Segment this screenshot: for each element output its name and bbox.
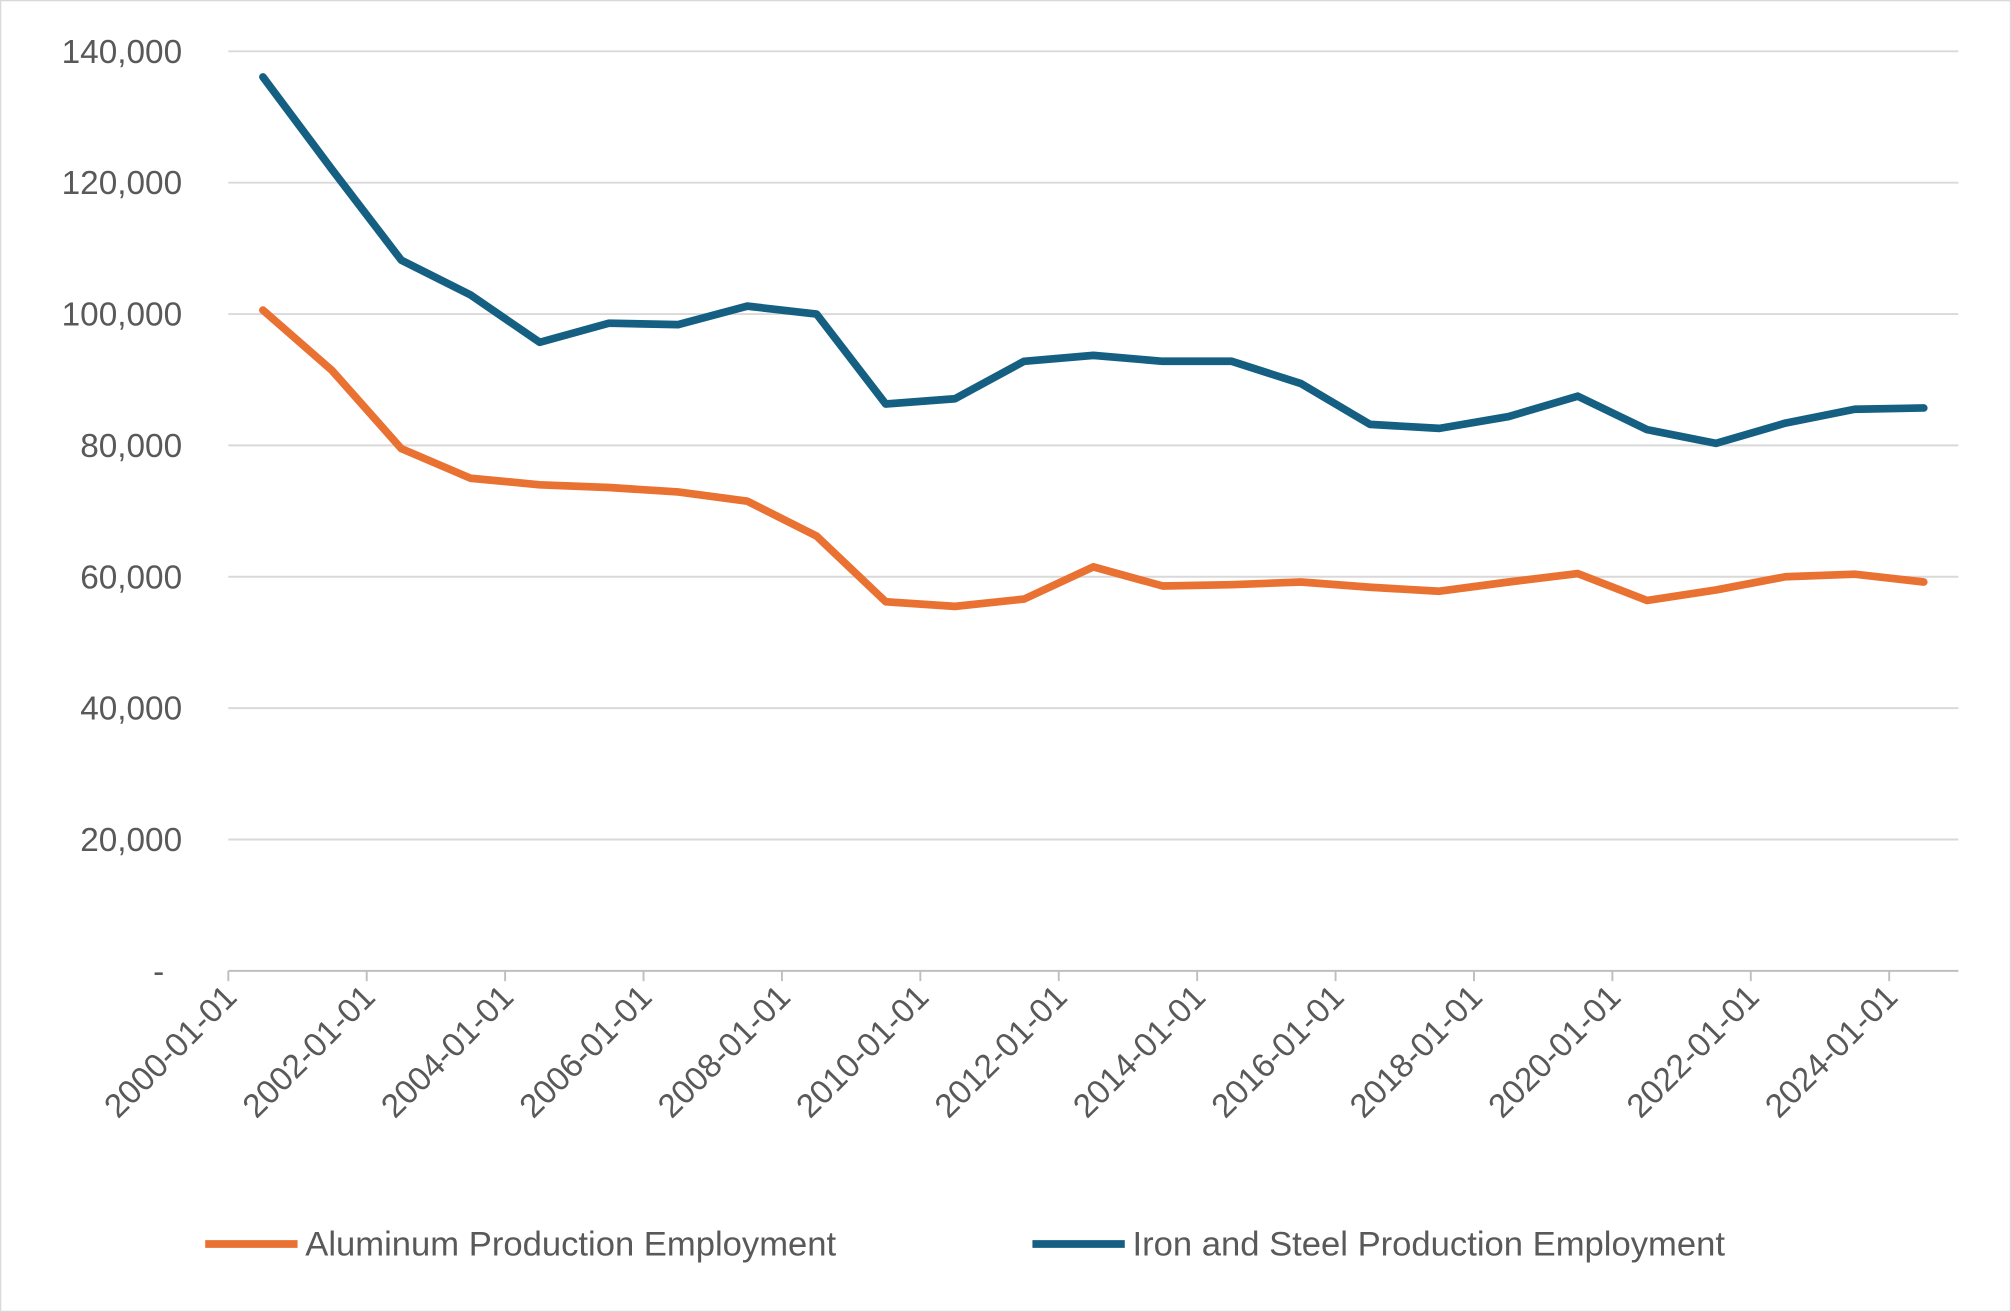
y-tick-label: 40,000	[80, 691, 182, 728]
legend-label: Aluminum Production Employment	[305, 1226, 836, 1264]
gridlines	[228, 50, 1959, 972]
y-axis: - 20,000 40,000 60,000 80,000 100,000 120,000 1…	[62, 34, 182, 991]
y-tick-label: 60,000	[80, 559, 182, 596]
y-tick-label: 80,000	[80, 428, 182, 465]
y-tick-label: 120,000	[62, 165, 182, 202]
y-tick-label: -	[153, 953, 164, 990]
legend: Aluminum Production Employment Iron and S…	[205, 1226, 1725, 1264]
legend-label: Iron and Steel Production Employment	[1132, 1226, 1725, 1264]
series-lines	[259, 73, 1928, 611]
y-tick-label: 100,000	[62, 297, 182, 334]
y-tick-label: 20,000	[80, 822, 182, 859]
y-tick-label: 140,000	[62, 34, 182, 71]
